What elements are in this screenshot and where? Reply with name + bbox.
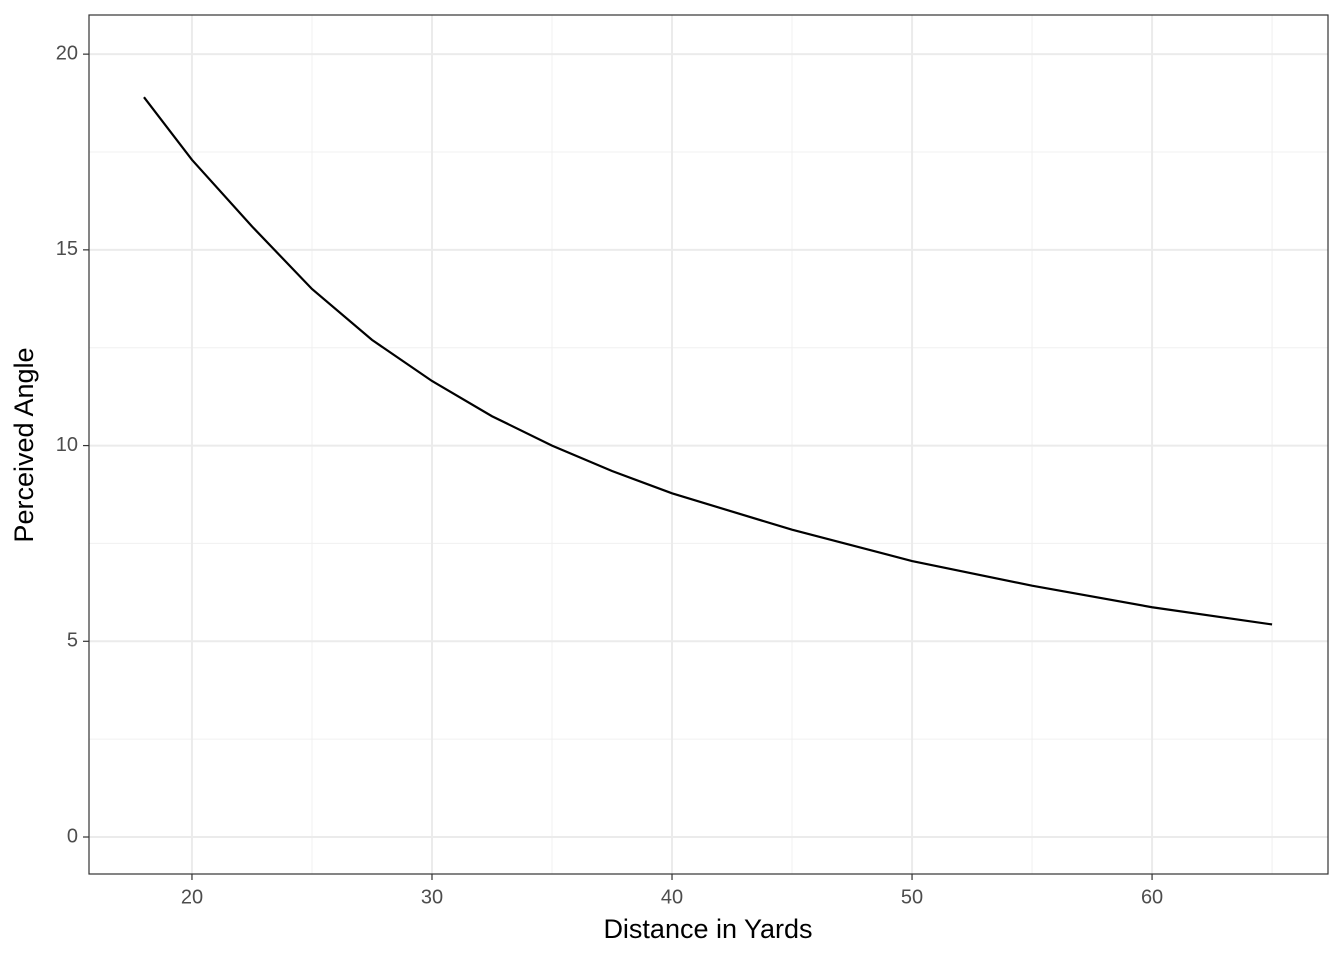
y-tick-label: 20 bbox=[56, 42, 78, 64]
y-tick-label: 15 bbox=[56, 238, 78, 260]
x-tick-label: 50 bbox=[901, 886, 923, 908]
plot-area bbox=[143, 96, 1273, 626]
x-tick-label: 20 bbox=[181, 886, 203, 908]
line bbox=[143, 96, 1273, 626]
x-tick-label: 40 bbox=[661, 886, 683, 908]
x-tick-label: 60 bbox=[1141, 886, 1163, 908]
panel-border bbox=[88, 14, 1329, 875]
y-tick-label: 10 bbox=[56, 434, 78, 456]
y-tick-label: 5 bbox=[67, 630, 78, 652]
y-tick-label: 0 bbox=[67, 825, 78, 847]
x-tick-label: 30 bbox=[421, 886, 443, 908]
x-axis-title: Distance in Yards bbox=[603, 914, 812, 944]
grid bbox=[89, 15, 1328, 874]
y-axis-title: Perceived Angle bbox=[9, 347, 39, 542]
